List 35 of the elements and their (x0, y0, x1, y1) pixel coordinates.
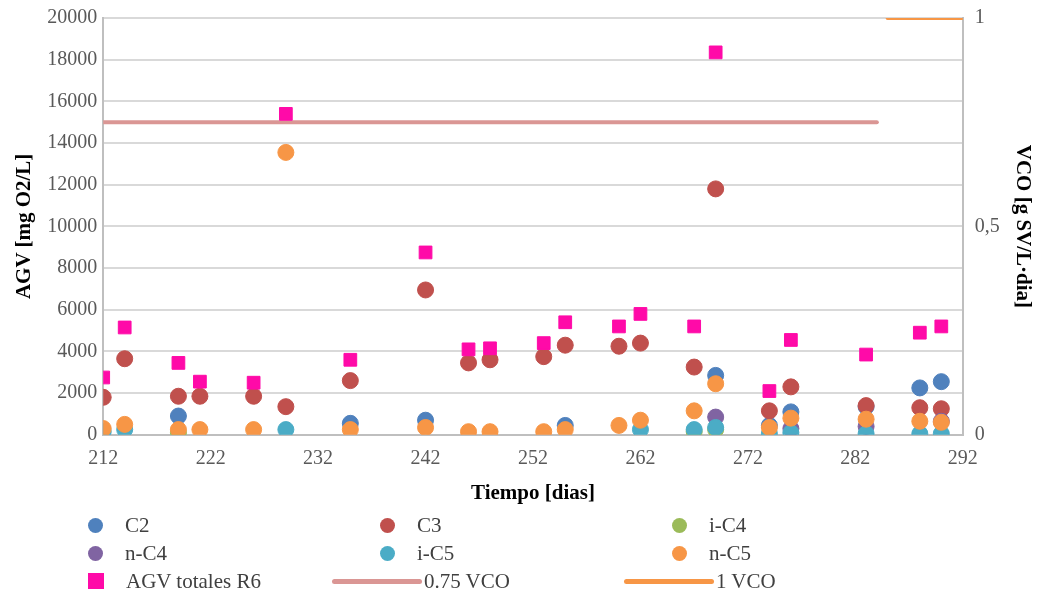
y-tick-label: 6000 (57, 297, 98, 320)
y2-tick-label: 0 (974, 422, 985, 445)
x-axis-title: Tiempo [dias] (471, 479, 595, 504)
x-tick-label: 282 (840, 446, 871, 469)
x-tick-label: 232 (303, 446, 334, 469)
legend-label: i-C4 (709, 512, 747, 538)
legend-label: C3 (417, 512, 442, 538)
x-tick-label: 292 (947, 446, 978, 469)
x-tick-label: 212 (88, 446, 119, 469)
y-tick-label: 10000 (47, 213, 98, 236)
y-tick-label: 16000 (47, 88, 98, 111)
legend-label: i-C5 (417, 540, 455, 566)
x-tick-label: 222 (195, 446, 226, 469)
legend-label: AGV totales R6 (126, 568, 261, 594)
legend-label: n-C5 (709, 540, 751, 566)
y-tick-label: 4000 (57, 338, 98, 361)
y-tick-label: 18000 (47, 46, 98, 69)
legend-label: 0.75 VCO (424, 568, 510, 594)
y2-axis-title: VCO [g SV/L·dia] (1011, 144, 1036, 309)
x-tick-label: 252 (518, 446, 548, 469)
y-tick-label: 8000 (57, 255, 98, 278)
y-tick-label: 14000 (47, 130, 98, 153)
y2-tick-label: 0,5 (974, 213, 1000, 236)
x-tick-label: 242 (410, 446, 441, 469)
y-tick-label: 12000 (47, 171, 98, 194)
legend-label: 1 VCO (716, 568, 776, 594)
x-tick-label: 272 (732, 446, 763, 469)
y-tick-label: 20000 (47, 5, 98, 28)
legend-label: n-C4 (125, 540, 167, 566)
x-tick-label: 262 (625, 446, 656, 469)
legend-label: C2 (125, 512, 150, 538)
y-tick-label: 2000 (57, 380, 98, 403)
y-tick-label: 0 (87, 422, 98, 445)
y-axis-title: AGV [mg O2/L] (11, 153, 36, 300)
y2-tick-label: 1 (974, 5, 985, 28)
